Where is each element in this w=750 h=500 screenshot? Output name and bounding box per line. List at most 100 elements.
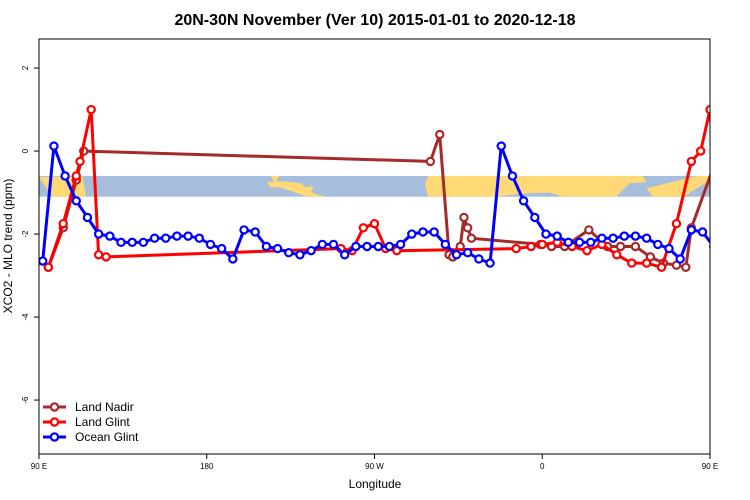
data-point (362, 241, 372, 252)
data-point (627, 258, 637, 268)
x-tick-label: 90 W (365, 462, 384, 471)
data-point (373, 241, 383, 252)
data-point (681, 262, 691, 272)
series-ocean-glint (39, 141, 739, 268)
x-tick-label: 180 (200, 462, 214, 471)
data-point (518, 196, 529, 206)
map-land-5 (424, 176, 647, 197)
legend-marker (49, 402, 60, 412)
map-land-4 (304, 186, 315, 192)
data-point (709, 243, 710, 250)
y-tick-label: 0 (21, 148, 30, 153)
data-point (328, 239, 339, 250)
data-point (58, 218, 68, 229)
data-point (239, 225, 249, 235)
y-tick-label: 2 (21, 65, 30, 70)
data-point (656, 262, 667, 272)
data-point (407, 229, 417, 239)
data-point (697, 227, 708, 237)
data-point (537, 239, 547, 250)
data-point (474, 254, 484, 264)
y-tick-label: -6 (21, 396, 30, 404)
data-point (93, 250, 104, 260)
data-point (93, 229, 104, 239)
data-point (395, 239, 406, 250)
data-point (183, 231, 193, 241)
data-point (716, 147, 723, 154)
map-land-2 (270, 176, 280, 184)
data-point (261, 241, 272, 252)
data-point (49, 141, 59, 151)
data-point (732, 249, 739, 256)
legend-label: Ocean Glint (75, 430, 139, 444)
data-point (671, 218, 682, 229)
data-point (351, 241, 361, 252)
data-point (653, 239, 663, 250)
data-point (705, 104, 710, 115)
data-point (630, 231, 641, 241)
data-point (228, 254, 238, 264)
legend-label: Land Glint (75, 415, 130, 429)
data-point (43, 262, 54, 272)
data-point (466, 233, 477, 243)
data-point (612, 250, 622, 260)
y-tick-label: -4 (21, 313, 30, 321)
y-axis-label: XCO2 - MLO trend (ppm) (1, 179, 15, 314)
data-point (317, 239, 328, 250)
data-point (306, 245, 316, 256)
map-land-3 (267, 181, 328, 197)
y-tick-label: -2 (21, 230, 30, 238)
data-point (586, 237, 596, 248)
data-point (71, 196, 81, 206)
data-point (615, 241, 626, 252)
data-point (71, 171, 81, 181)
series-layer (39, 104, 739, 272)
data-point (39, 256, 48, 266)
data-point (716, 251, 723, 258)
data-point (384, 241, 395, 252)
data-point (440, 239, 451, 250)
data-point (127, 237, 137, 248)
data-point (619, 231, 629, 241)
data-point (82, 212, 93, 223)
data-point (563, 237, 574, 248)
x-tick-label: 90 E (702, 462, 718, 471)
x-axis-ticks: 90 E 180 90 W 0 90 E (31, 454, 718, 471)
data-point (138, 237, 149, 248)
data-point (507, 171, 518, 181)
data-point (641, 233, 652, 243)
data-point (216, 243, 227, 254)
legend-marker (49, 417, 60, 427)
data-point (358, 223, 369, 233)
data-point (496, 141, 506, 151)
legend-label: Land Nadir (75, 400, 134, 414)
data-point (172, 231, 182, 241)
chart-title: 20N-30N November (Ver 10) 2015-01-01 to … (174, 12, 575, 29)
data-point (116, 237, 126, 248)
data-point (574, 237, 585, 248)
data-point (630, 241, 641, 252)
data-point (597, 233, 607, 243)
data-point (161, 233, 171, 243)
y-axis-ticks: 2 0 -2 -4 -6 (21, 65, 39, 404)
data-point (86, 104, 96, 115)
data-point (511, 243, 521, 254)
data-point (526, 241, 536, 252)
data-point (530, 212, 540, 223)
data-point (295, 250, 305, 260)
map-land-7 (646, 176, 710, 197)
x-tick-label: 0 (540, 462, 545, 471)
data-point (721, 245, 728, 252)
data-point (284, 248, 294, 258)
data-point (194, 233, 204, 243)
legend-marker (49, 432, 60, 442)
data-point (582, 245, 592, 256)
data-point (675, 254, 685, 264)
data-point (425, 156, 436, 167)
data-point (584, 225, 594, 235)
data-point (205, 239, 216, 250)
data-point (451, 250, 462, 260)
data-point (339, 250, 350, 260)
